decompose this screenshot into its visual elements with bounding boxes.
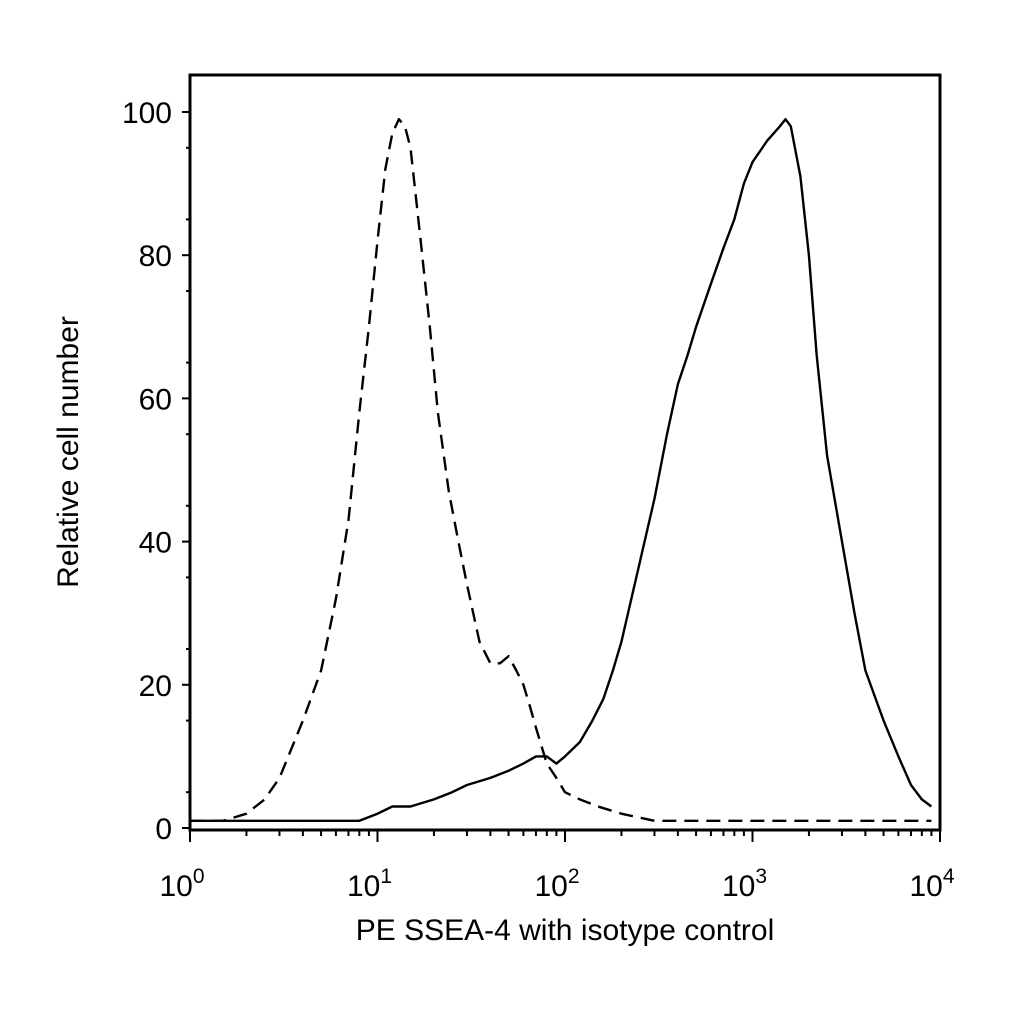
ssea4-curve (190, 117, 933, 822)
x-axis-title: PE SSEA-4 with isotype control (356, 914, 775, 947)
x-tick-base: 10 (159, 870, 192, 903)
x-tick-base: 10 (722, 870, 755, 903)
y-tick-label: 40 (139, 527, 172, 560)
x-tick-exponent: 4 (943, 865, 955, 888)
x-tick-exponent: 0 (193, 865, 205, 888)
x-tick-base: 10 (909, 870, 942, 903)
y-tick-label: 0 (155, 813, 172, 846)
y-tick-label: 100 (122, 97, 172, 130)
x-tick-exponent: 2 (568, 865, 580, 888)
isotype-control-curve (190, 117, 932, 822)
y-axis-title: Relative cell number (52, 316, 85, 588)
x-tick-label: 102 (534, 865, 579, 903)
x-tick-base: 10 (534, 870, 567, 903)
x-tick-exponent: 1 (380, 865, 392, 888)
x-tick-label: 104 (909, 865, 954, 903)
y-tick-label: 60 (139, 383, 172, 416)
x-tick-label: 103 (722, 865, 767, 903)
x-axis: 100 101 102 103 104 (159, 830, 955, 903)
x-tick-label: 101 (347, 865, 392, 903)
x-tick-label: 100 (159, 865, 204, 903)
y-tick-label: 20 (139, 670, 172, 703)
y-tick-label: 80 (139, 240, 172, 273)
x-tick-exponent: 3 (755, 865, 767, 888)
y-axis: 0 20 40 60 80 100 (122, 97, 190, 846)
plot-area (190, 117, 933, 822)
x-tick-base: 10 (347, 870, 380, 903)
